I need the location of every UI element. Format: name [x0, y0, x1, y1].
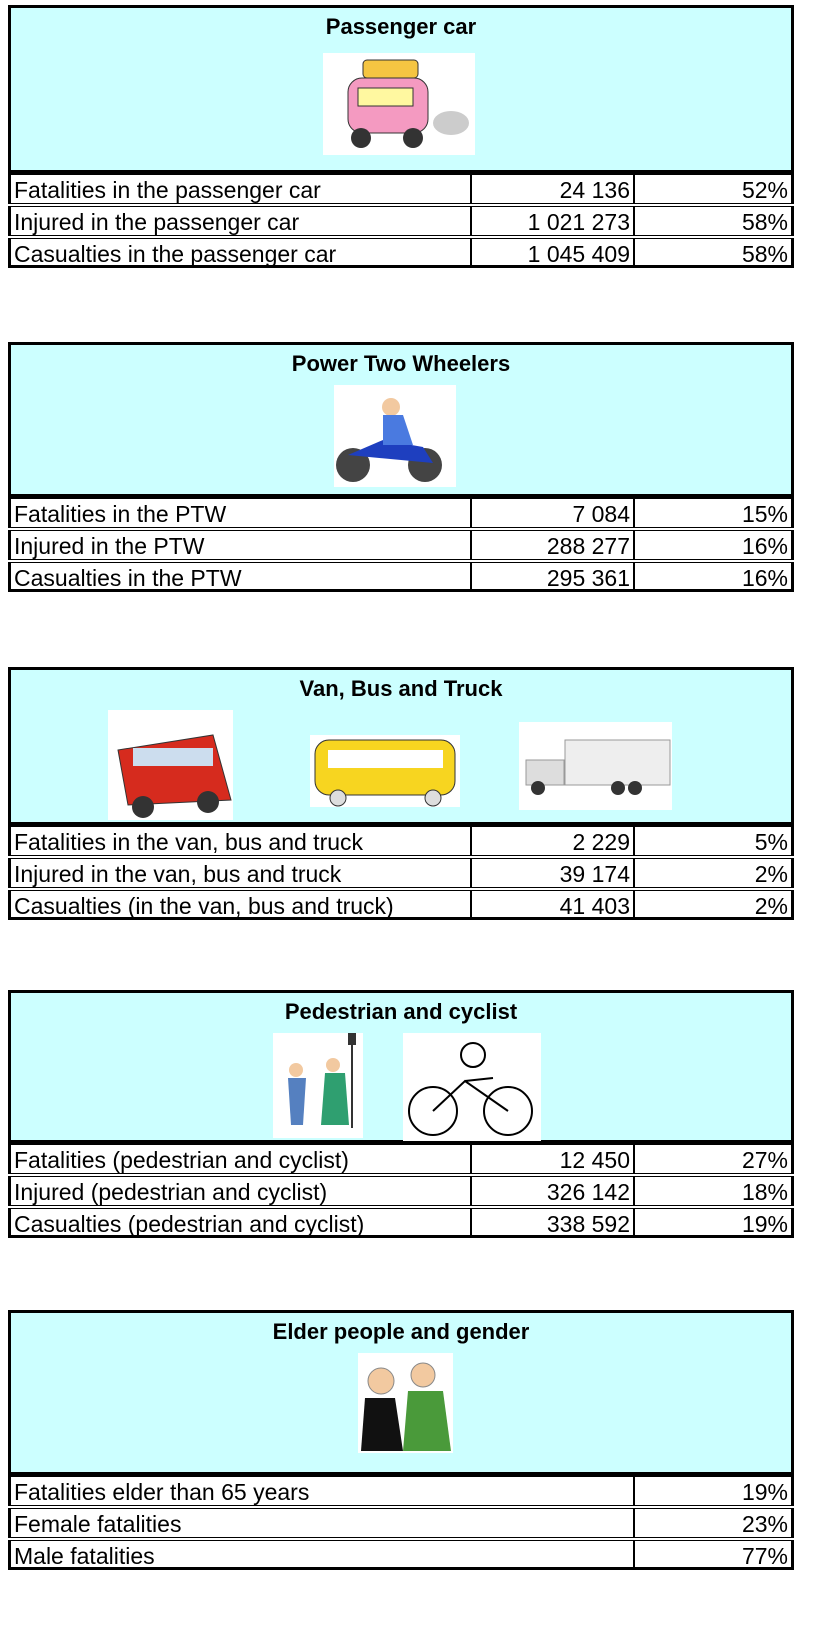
row-percent: 19% — [634, 1476, 794, 1506]
row-label: Injured (pedestrian and cyclist) — [8, 1176, 471, 1206]
row-percent: 58% — [634, 206, 794, 236]
section-header: Elder people and gender — [8, 1310, 794, 1476]
row-count: 338 592 — [471, 1208, 634, 1238]
row-percent: 18% — [634, 1176, 794, 1206]
row-label: Injured in the PTW — [8, 530, 471, 560]
row-percent: 15% — [634, 498, 794, 528]
row-label: Injured in the passenger car — [8, 206, 471, 236]
row-count: 288 277 — [471, 530, 634, 560]
row-count: 7 084 — [471, 498, 634, 528]
row-count: 39 174 — [471, 858, 634, 888]
table-row: Injured in the van, bus and truck 39 174 2… — [8, 858, 794, 890]
row-label: Female fatalities — [8, 1508, 634, 1538]
table-row: Fatalities in the van, bus and truck 2 22… — [8, 826, 794, 858]
row-percent: 27% — [634, 1144, 794, 1174]
row-percent: 58% — [634, 238, 794, 268]
illustration — [3, 48, 791, 168]
row-percent: 2% — [634, 858, 794, 888]
row-percent: 16% — [634, 562, 794, 592]
row-percent: 2% — [634, 890, 794, 920]
table-row: Injured in the passenger car 1 021 273 58% — [8, 206, 794, 238]
row-percent: 77% — [634, 1540, 794, 1570]
row-count: 41 403 — [471, 890, 634, 920]
row-percent: 52% — [634, 174, 794, 204]
section-title: Van, Bus and Truck — [299, 676, 503, 701]
section-title: Pedestrian and cyclist — [284, 999, 518, 1024]
row-percent: 23% — [634, 1508, 794, 1538]
illustration-art — [273, 1033, 541, 1141]
row-label: Fatalities elder than 65 years — [8, 1476, 634, 1506]
section-header: Pedestrian and cyclist — [8, 990, 794, 1144]
illustration — [3, 385, 791, 495]
row-label: Casualties (pedestrian and cyclist) — [8, 1208, 471, 1238]
illustration-art — [358, 1353, 453, 1453]
table-row: Fatalities elder than 65 years 19% — [8, 1476, 794, 1508]
row-count: 24 136 — [471, 174, 634, 204]
row-count: 295 361 — [471, 562, 634, 592]
row-percent: 16% — [634, 530, 794, 560]
row-percent: 5% — [634, 826, 794, 856]
table-row: Casualties (in the van, bus and truck) 41… — [8, 890, 794, 922]
table-row: Casualties in the passenger car 1 045 409… — [8, 238, 794, 270]
illustration-art — [323, 53, 475, 155]
illustration — [3, 1353, 791, 1468]
table-row: Fatalities in the passenger car 24 136 52% — [8, 174, 794, 206]
illustration-art — [108, 710, 672, 820]
row-label: Fatalities (pedestrian and cyclist) — [8, 1144, 471, 1174]
illustration — [3, 1033, 791, 1153]
illustration — [3, 710, 791, 830]
row-label: Injured in the van, bus and truck — [8, 858, 471, 888]
section-title: Power Two Wheelers — [291, 351, 511, 376]
section-title: Elder people and gender — [272, 1319, 530, 1344]
table-row: Fatalities (pedestrian and cyclist) 12 45… — [8, 1144, 794, 1176]
section-header: Van, Bus and Truck — [8, 667, 794, 826]
row-label: Fatalities in the PTW — [8, 498, 471, 528]
section-header: Passenger car — [8, 5, 794, 174]
section-title: Passenger car — [325, 14, 477, 39]
row-label: Fatalities in the passenger car — [8, 174, 471, 204]
table-row: Injured in the PTW 288 277 16% — [8, 530, 794, 562]
row-label: Casualties (in the van, bus and truck) — [8, 890, 471, 920]
row-count: 1 045 409 — [471, 238, 634, 268]
row-count: 326 142 — [471, 1176, 634, 1206]
illustration-art — [334, 385, 456, 487]
row-label: Male fatalities — [8, 1540, 634, 1570]
row-count: 1 021 273 — [471, 206, 634, 236]
row-label: Casualties in the passenger car — [8, 238, 471, 268]
row-label: Fatalities in the van, bus and truck — [8, 826, 471, 856]
table-row: Fatalities in the PTW 7 084 15% — [8, 498, 794, 530]
section-header: Power Two Wheelers — [8, 342, 794, 498]
row-label: Casualties in the PTW — [8, 562, 471, 592]
row-count: 12 450 — [471, 1144, 634, 1174]
table-row: Male fatalities 77% — [8, 1540, 794, 1572]
table-row: Female fatalities 23% — [8, 1508, 794, 1540]
table-row: Casualties in the PTW 295 361 16% — [8, 562, 794, 594]
row-count: 2 229 — [471, 826, 634, 856]
table-row: Casualties (pedestrian and cyclist) 338 5… — [8, 1208, 794, 1240]
table-row: Injured (pedestrian and cyclist) 326 142 1… — [8, 1176, 794, 1208]
row-percent: 19% — [634, 1208, 794, 1238]
